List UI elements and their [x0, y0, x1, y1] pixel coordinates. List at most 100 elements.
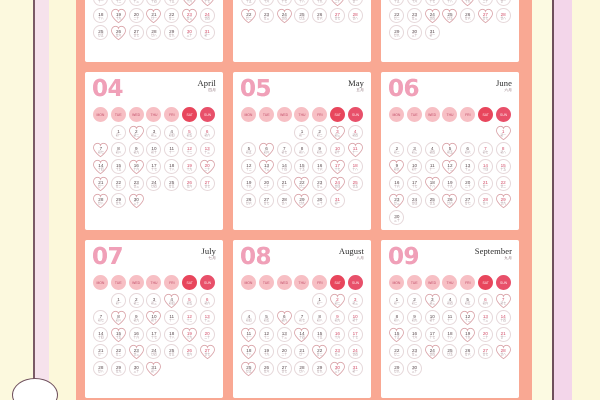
date-cell[interactable]: 25 廿五	[92, 24, 109, 41]
date-cell[interactable]: 27 廿七	[477, 343, 494, 360]
date-cell[interactable]: 8 初八	[388, 309, 405, 326]
date-cell[interactable]: 24 廿四	[145, 175, 162, 192]
date-cell[interactable]: 4 初四	[240, 309, 257, 326]
date-cell[interactable]: 28 廿八	[495, 343, 512, 360]
date-cell[interactable]: 26 廿六	[441, 192, 458, 209]
date-cell[interactable]: 6 初六	[477, 292, 494, 309]
date-cell[interactable]: 30 三十	[128, 360, 145, 377]
date-cell[interactable]: 2 初二	[128, 292, 145, 309]
date-cell[interactable]: 23 廿三	[311, 175, 328, 192]
month-card-03[interactable]: 03March三月MONTUEWEDTHUFRISATSUN1初一2初二3初三4…	[381, 0, 519, 62]
date-cell[interactable]: 25 廿五	[240, 360, 257, 377]
date-cell[interactable]: 6 初六	[276, 309, 293, 326]
date-cell[interactable]: 22 廿二	[240, 7, 257, 24]
date-cell[interactable]: 4 初四	[163, 292, 180, 309]
date-cell[interactable]: 8 初八	[110, 309, 127, 326]
date-cell[interactable]: 22 廿二	[388, 7, 405, 24]
date-cell[interactable]: 9 初九	[128, 141, 145, 158]
date-cell[interactable]: 1 初一	[110, 124, 127, 141]
date-cell[interactable]: 3 初三	[145, 292, 162, 309]
date-cell[interactable]: 29 廿九	[163, 24, 180, 41]
date-cell[interactable]: 28 廿八	[347, 7, 364, 24]
date-cell[interactable]: 22 廿二	[110, 175, 127, 192]
date-cell[interactable]: 2 初二	[329, 292, 346, 309]
date-cell[interactable]: 22 廿二	[293, 175, 310, 192]
date-cell[interactable]: 31 初一	[145, 360, 162, 377]
date-cell[interactable]: 10 初十	[424, 309, 441, 326]
date-cell[interactable]: 23 廿三	[258, 7, 275, 24]
month-card-06[interactable]: 06 June 六月 MON TUE WED THU FRI SAT SUN 1 初一 2 初二 3 初三 4 初…	[381, 72, 519, 230]
date-cell[interactable]: 10 初十	[406, 158, 423, 175]
date-cell[interactable]: 4 初四	[163, 124, 180, 141]
date-cell[interactable]: 22 廿二	[388, 343, 405, 360]
date-cell[interactable]: 28 廿八	[276, 192, 293, 209]
date-cell[interactable]: 3 初三	[145, 124, 162, 141]
date-cell[interactable]: 9 初九	[388, 158, 405, 175]
date-cell[interactable]: 26 廿六	[181, 343, 198, 360]
date-cell[interactable]: 6 初六	[459, 141, 476, 158]
date-cell[interactable]: 2 初二	[406, 292, 423, 309]
date-cell[interactable]: 3 初三	[347, 292, 364, 309]
date-cell[interactable]: 29 廿九	[495, 192, 512, 209]
date-cell[interactable]: 6 初六	[258, 141, 275, 158]
date-cell[interactable]: 3 初三	[424, 292, 441, 309]
date-cell[interactable]: 28 廿八	[477, 192, 494, 209]
date-cell[interactable]: 1 初一	[311, 292, 328, 309]
date-cell[interactable]: 28 廿八	[293, 360, 310, 377]
date-cell[interactable]: 3 初三	[406, 141, 423, 158]
date-cell[interactable]: 9 初九	[406, 309, 423, 326]
date-cell[interactable]: 30 三十	[128, 192, 145, 209]
date-cell[interactable]: 22 廿二	[311, 343, 328, 360]
date-cell[interactable]: 7 初七	[293, 309, 310, 326]
month-card-01[interactable]: 01January一月MONTUEWEDTHUFRISATSUN1初一2初二3初…	[85, 0, 223, 62]
date-cell[interactable]: 8 初八	[110, 141, 127, 158]
date-cell[interactable]: 4 初四	[441, 292, 458, 309]
month-card-08[interactable]: 08 August 八月 MON TUE WED THU FRI SAT SUN 1 初一 2 初二 3 初三…	[233, 240, 371, 398]
date-cell[interactable]: 26 廿六	[258, 360, 275, 377]
date-cell[interactable]: 28 廿八	[92, 360, 109, 377]
date-cell[interactable]: 31 初一	[329, 192, 346, 209]
date-cell[interactable]: 24 廿四	[347, 343, 364, 360]
date-cell[interactable]: 23 廿三	[406, 343, 423, 360]
date-cell[interactable]: 6 初六	[199, 292, 216, 309]
date-cell[interactable]: 24 廿四	[199, 7, 216, 24]
date-cell[interactable]: 27 廿七	[276, 360, 293, 377]
date-cell[interactable]: 9 初九	[311, 141, 328, 158]
date-cell[interactable]: 27 廿七	[329, 7, 346, 24]
month-card-04[interactable]: 04 April 四月 MON TUE WED THU FRI SAT SUN 1 初一 2 初二 3 初三 4…	[85, 72, 223, 230]
